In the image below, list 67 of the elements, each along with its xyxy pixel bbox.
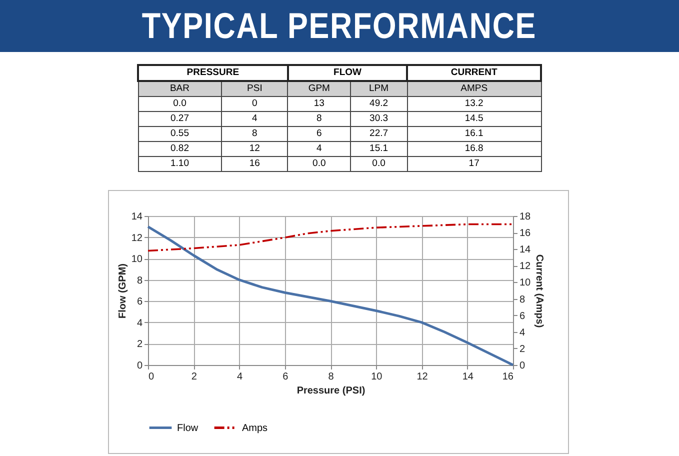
text: 13: [288, 96, 350, 112]
text: 30.3: [350, 112, 408, 126]
text: PRESSURE: [138, 65, 288, 81]
x-tick-label: 6: [282, 372, 289, 382]
y2-tick-label: 2: [520, 344, 526, 355]
x-tick-label: 4: [236, 372, 243, 382]
text: 8: [288, 112, 350, 126]
y2-tick-label: 8: [520, 294, 526, 306]
text: GPM: [288, 81, 350, 96]
x-tick-label: 14: [462, 372, 474, 382]
y-axis-title: Flow (GPM): [117, 264, 128, 318]
text: LPM: [350, 81, 408, 96]
y2-axis-title: Current (Amps): [534, 254, 545, 328]
line-series: [147, 223, 514, 252]
text: 14.5: [407, 112, 541, 126]
x-tick-label: 0: [148, 372, 154, 382]
y-tick-label: 12: [131, 232, 143, 244]
text: 0.82: [138, 142, 222, 156]
text: 6: [288, 126, 350, 142]
y-tick-label: 4: [136, 318, 143, 329]
text: 22.7: [350, 126, 408, 142]
y2-tick-label: 14: [520, 244, 532, 256]
text: 0.0: [138, 96, 222, 112]
y2-tick-label: 0: [520, 360, 526, 372]
y-tick-label: 6: [136, 296, 143, 308]
x-tick-label: 12: [416, 372, 428, 382]
text: BAR: [138, 81, 222, 96]
x-tick-label: 10: [371, 372, 383, 382]
y-tick-label: 10: [131, 254, 143, 266]
text: 4: [222, 112, 288, 126]
text: 16.1: [407, 126, 541, 142]
text: 0.0: [288, 156, 350, 172]
x-axis-title: Pressure (PSI): [296, 386, 366, 396]
x-tick-label: 16: [502, 372, 514, 382]
y2-tick-label: 12: [520, 261, 532, 272]
y2-tick-label: 10: [520, 278, 532, 289]
text: 4: [288, 142, 350, 156]
text: 0.0: [350, 156, 408, 172]
x-tick-label: 8: [328, 372, 334, 382]
y-tick-label: 14: [131, 212, 143, 222]
text: 15.1: [350, 142, 408, 156]
text: 8: [222, 126, 288, 142]
y2-tick-label: 6: [520, 310, 526, 322]
text: 12: [222, 142, 288, 156]
text: PSI: [222, 81, 288, 96]
text: 16.8: [407, 142, 541, 156]
text: 13.2: [407, 96, 541, 112]
y2-tick-label: 16: [520, 228, 532, 240]
y2-tick-label: 18: [520, 212, 532, 222]
text: AMPS: [407, 81, 541, 96]
text: 0.55: [138, 126, 222, 142]
y-tick-label: 2: [136, 339, 143, 350]
text: TYPICAL PERFORMANCE: [142, 5, 537, 47]
text: 16: [222, 156, 288, 172]
text: 17: [407, 156, 541, 172]
text: 49.2: [350, 96, 408, 112]
text: FLOW: [288, 65, 408, 81]
text: 1.10: [138, 156, 222, 172]
legend-label: Flow: [177, 422, 199, 434]
legend-label: Amps: [242, 422, 268, 434]
text: 0: [222, 96, 288, 112]
y-tick-label: 8: [136, 275, 143, 286]
y-tick-label: 0: [136, 360, 143, 372]
text: 0.27: [138, 112, 222, 126]
text: CURRENT: [407, 65, 541, 81]
y2-tick-label: 4: [520, 327, 526, 338]
x-tick-label: 2: [191, 372, 198, 382]
